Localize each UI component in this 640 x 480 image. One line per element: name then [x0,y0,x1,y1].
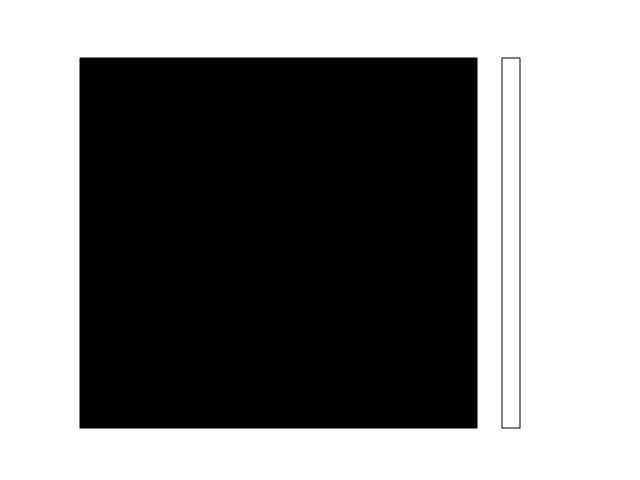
plot-background [80,58,477,428]
plot-frame [79,57,478,429]
colorbar-frame [501,57,521,429]
